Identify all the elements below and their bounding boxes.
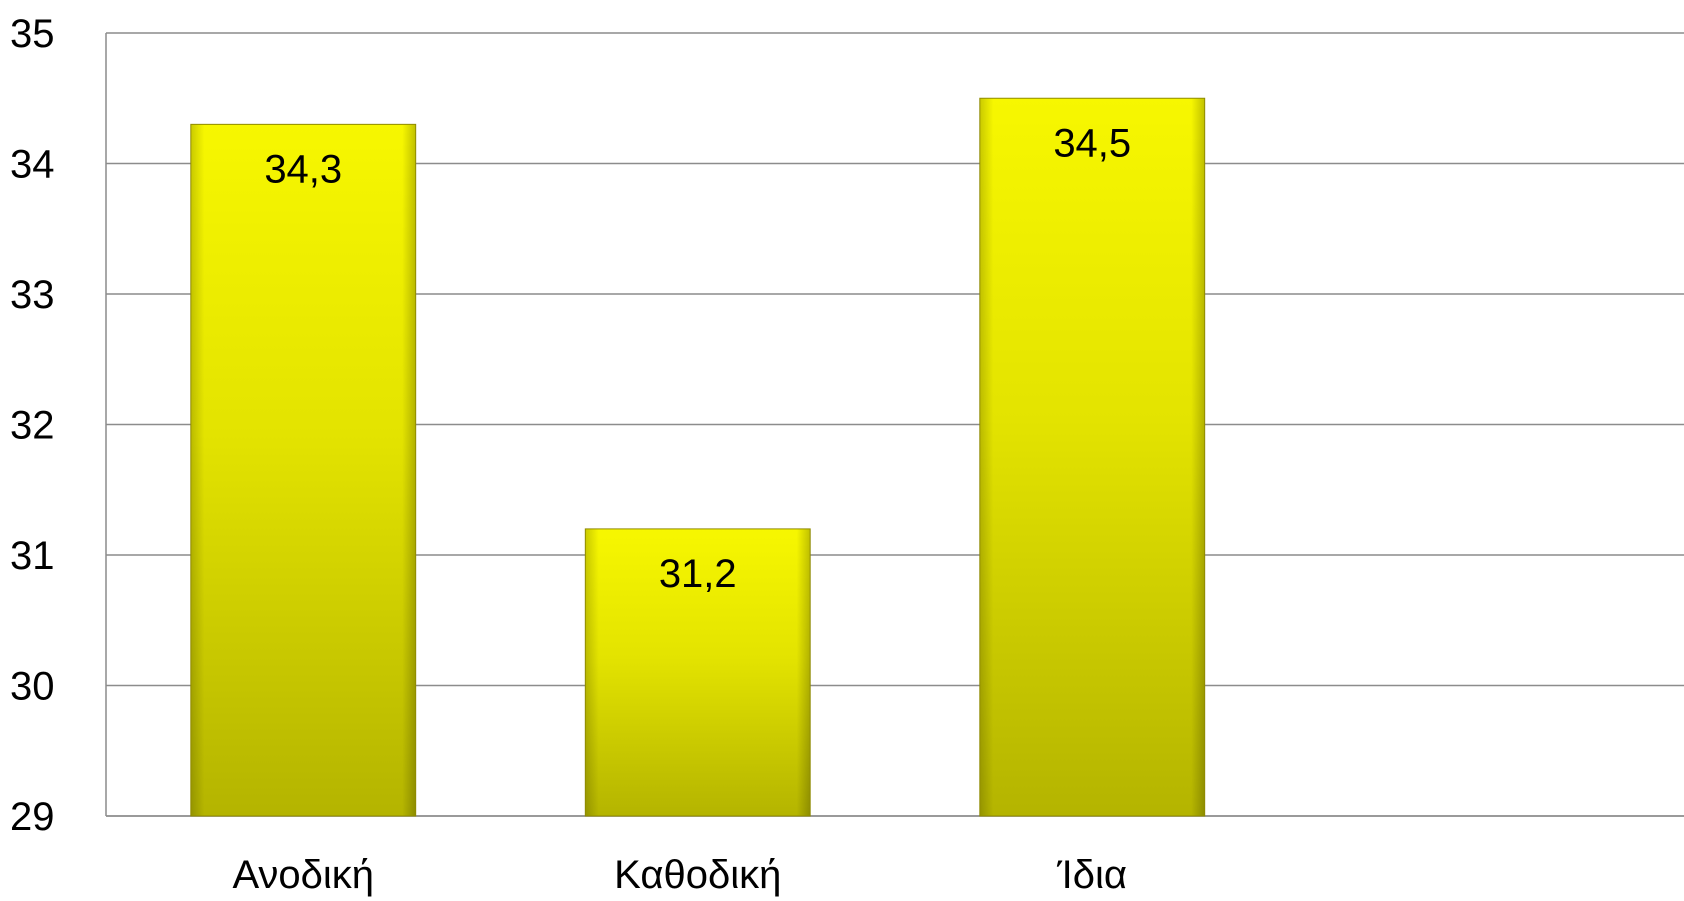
y-tick-label: 32 — [10, 404, 55, 448]
bar-value-label: 34,3 — [264, 147, 342, 191]
y-tick-label: 35 — [10, 12, 55, 56]
bar-value-label: 31,2 — [659, 552, 737, 596]
bars — [190, 97, 1206, 817]
x-axis-category-labels: Ανοδική Καθοδική Ίδια — [232, 853, 1127, 897]
y-tick-label: 33 — [10, 273, 55, 317]
bar-outline — [584, 528, 811, 817]
bar-value-label: 34,5 — [1053, 121, 1131, 165]
bar-shade — [979, 98, 1205, 816]
y-tick-label: 31 — [10, 534, 55, 578]
bar-group — [190, 123, 417, 817]
bar-outline — [979, 97, 1206, 817]
bar-group — [584, 528, 811, 817]
x-category-label: Ανοδική — [232, 853, 374, 897]
y-tick-label: 29 — [10, 795, 55, 839]
x-category-label: Ίδια — [1056, 853, 1127, 897]
bar-group — [979, 97, 1206, 817]
data-labels: 34,3 31,2 34,5 — [264, 121, 1131, 596]
bar-shade — [190, 124, 416, 817]
y-tick-label: 30 — [10, 665, 55, 709]
bar-outline — [190, 123, 417, 817]
bar-shade — [585, 528, 811, 816]
y-tick-label: 34 — [10, 143, 55, 187]
x-category-label: Καθοδική — [614, 853, 781, 897]
y-axis-tick-labels: 29 30 31 32 33 34 35 — [10, 12, 55, 839]
